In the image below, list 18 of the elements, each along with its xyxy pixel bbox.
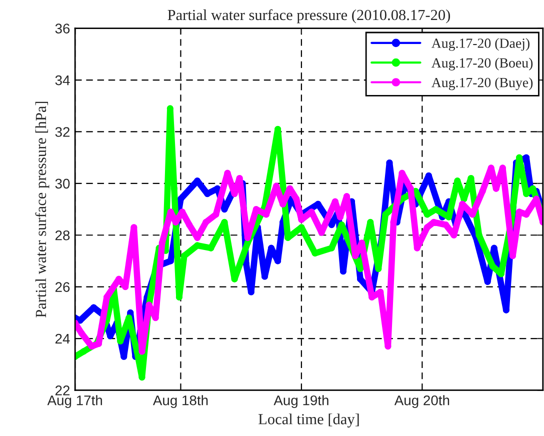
x-tick-label: Aug 20th	[394, 395, 450, 408]
x-tick-label: Aug 19th	[274, 395, 328, 408]
x-tick-label: Aug 18th	[152, 395, 208, 408]
y-axis-title: Partial water surface pressure [hPa]	[35, 102, 50, 318]
y-tick-label: 24	[55, 334, 70, 344]
y-tick-label: 30	[55, 178, 70, 189]
x-tick-label: Aug 17th	[47, 395, 102, 408]
y-tick-label: 34	[55, 75, 70, 86]
y-tick-label: 22	[55, 386, 70, 396]
y-tick-label: 32	[55, 127, 70, 137]
y-tick-label: 36	[55, 24, 70, 34]
x-axis-title: Local time [day]	[258, 414, 359, 428]
legend-label: Aug.17-20 (Daej)	[431, 38, 530, 51]
chart-title: Partial water surface pressure (2010.08.17-20)	[168, 9, 450, 24]
y-tick-label: 26	[55, 282, 70, 292]
y-tick-label: 28	[55, 230, 70, 240]
legend-label: Aug.17-20 (Buye)	[431, 77, 533, 90]
legend-label: Aug.17-20 (Boeu)	[431, 58, 533, 70]
